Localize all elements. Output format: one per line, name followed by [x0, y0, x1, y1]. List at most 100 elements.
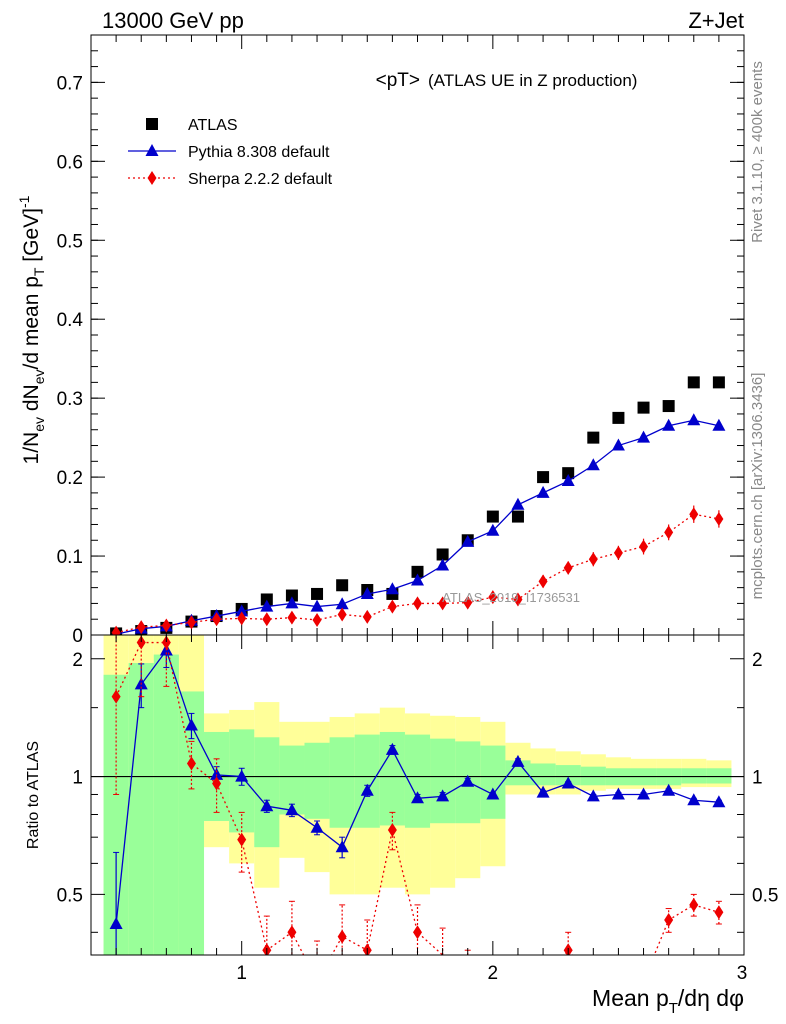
green-band-bin: [706, 768, 732, 784]
data-point: [310, 599, 324, 612]
y-tick-label: 0: [72, 626, 83, 647]
ratio-y-tick-label: 2: [72, 650, 83, 671]
data-point: [637, 430, 651, 443]
ratio-y-tick-label-right: 2: [752, 650, 763, 671]
data-point: [536, 785, 550, 798]
data-point: [312, 613, 322, 627]
data-point: [689, 507, 699, 522]
data-point: [486, 510, 499, 523]
data-point: [687, 376, 700, 389]
data-point: [714, 905, 724, 920]
y-axis-label-ratio: Ratio to ATLAS: [25, 741, 42, 849]
green-band-bin: [279, 745, 305, 815]
data-point: [637, 787, 651, 800]
data-point: [235, 769, 249, 782]
ratio-clipped: [91, 635, 744, 955]
data-point: [538, 574, 548, 589]
green-band-bin: [329, 737, 355, 828]
data-point: [413, 596, 422, 611]
data-point: [237, 611, 247, 626]
data-point: [235, 604, 249, 617]
main-panel: 0 0.1 0.2 0.3 0.4 0.5 0.6 0.7: [57, 34, 745, 647]
data-point: [586, 458, 600, 471]
data-point: [461, 534, 475, 547]
data-point: [689, 897, 699, 912]
data-point: [588, 552, 598, 567]
data-point: [536, 485, 550, 498]
ratio-panel: 0.5 0.5 1 1 2 2 1 2 3: [57, 634, 778, 984]
data-point: [562, 467, 575, 480]
data-point: [184, 718, 198, 731]
data-point: [463, 595, 473, 610]
y-tick-label: 0.5: [57, 231, 83, 252]
data-point: [111, 689, 121, 704]
watermark: ATLAS_2019_I1736531: [442, 590, 580, 605]
data-point: [310, 820, 324, 833]
ratio-y-tick-label-right: 0.5: [752, 885, 778, 906]
data-point: [664, 913, 674, 928]
green-band-bin: [480, 745, 506, 819]
data-point: [611, 787, 625, 800]
data-point: [335, 840, 349, 853]
green-band-bin: [430, 738, 456, 824]
y-axis-label-main: 1/Nev dNev/d mean pT [GeV]-1: [16, 195, 47, 464]
data-point: [337, 929, 347, 944]
data-point: [712, 795, 726, 808]
data-point: [637, 401, 650, 414]
data-point: [285, 803, 299, 816]
data-point: [488, 590, 498, 605]
data-point: [613, 545, 623, 560]
data-point: [186, 615, 196, 630]
data-point: [109, 917, 123, 930]
data-point: [664, 525, 674, 540]
legend-marker: [146, 118, 158, 130]
data-point: [511, 497, 525, 510]
data-point: [561, 474, 575, 487]
legend-label: Sherpa 2.2.2 default: [188, 171, 333, 188]
data-point: [687, 793, 701, 806]
data-point: [587, 431, 600, 444]
data-point: [136, 620, 146, 635]
data-point: [712, 418, 726, 431]
data-point: [662, 400, 675, 413]
rivet-version-text: Rivet 3.1.10, ≥ 400k events: [749, 61, 766, 243]
legend-marker: [147, 171, 157, 185]
data-point: [662, 418, 676, 431]
data-point: [210, 767, 224, 780]
ratio-y-tick-label-right: 1: [752, 768, 763, 789]
green-band-bin: [354, 734, 380, 828]
data-point: [486, 787, 500, 800]
data-point: [161, 635, 171, 650]
data-point: [561, 776, 575, 789]
data-point: [136, 635, 146, 650]
plot-title-main: <pT>: [376, 70, 420, 91]
green-band-bin: [153, 654, 179, 955]
data-point: [687, 413, 701, 426]
data-point: [563, 560, 573, 575]
data-point: [337, 607, 347, 622]
data-point: [413, 925, 422, 940]
data-point: [436, 558, 450, 571]
data-point: [513, 592, 523, 607]
data-point: [511, 754, 525, 767]
data-point: [385, 742, 399, 755]
data-point: [436, 548, 449, 561]
green-band-bin: [128, 663, 154, 955]
legend-label: Pythia 8.308 default: [188, 144, 330, 161]
data-point: [311, 587, 324, 600]
data-point: [586, 789, 600, 802]
data-point: [287, 610, 297, 625]
plot-title-sub: (ATLAS UE in Z production): [428, 71, 637, 90]
data-point: [285, 596, 299, 609]
data-point: [285, 589, 298, 602]
ratio-y-tick-label: 0.5: [57, 885, 83, 906]
y-tick-label: 0.6: [57, 152, 83, 173]
data-point: [411, 565, 424, 578]
mcplots-text: mcplots.cern.ch [arXiv:1306.3436]: [749, 373, 766, 600]
data-point: [461, 774, 475, 787]
ratio-y-tick-label: 1: [72, 768, 83, 789]
data-point: [336, 579, 349, 592]
data-point: [662, 783, 676, 796]
x-axis-label: Mean pT/dη dφ: [592, 985, 744, 1017]
